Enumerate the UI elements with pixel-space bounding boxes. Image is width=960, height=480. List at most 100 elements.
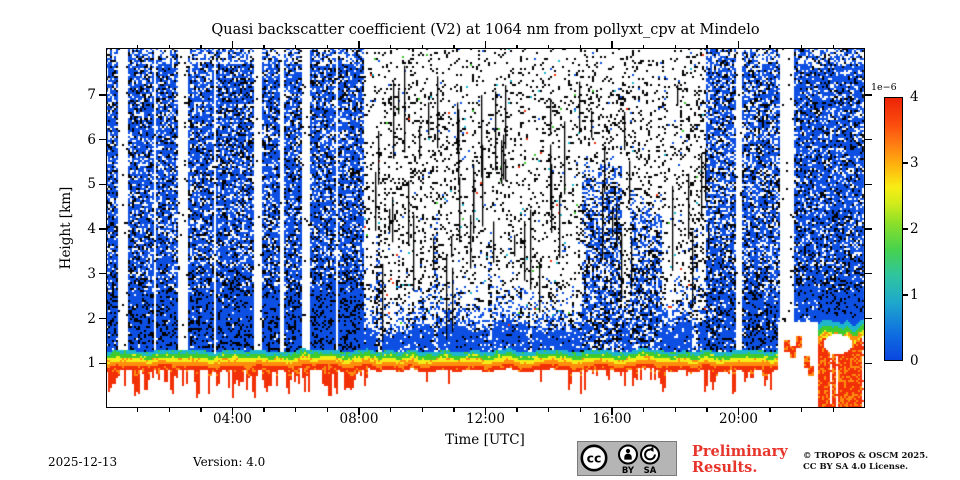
x-minor-tick-top (295, 44, 297, 48)
colorbar-tick-label: 0 (910, 353, 919, 369)
x-major-tick-top (737, 41, 740, 48)
x-minor-tick-top (769, 44, 771, 48)
version-label: Version: 4.0 (193, 455, 266, 469)
chart-title: Quasi backscatter coefficient (V2) at 10… (211, 22, 760, 38)
x-minor-tick-top (548, 44, 550, 48)
x-minor-tick-top (706, 44, 708, 48)
x-major-tick (611, 408, 613, 415)
copyright-line1: © TROPOS & OSCM 2025. (803, 451, 929, 461)
preliminary-results-notice: Preliminary Results. (692, 444, 788, 475)
x-minor-tick (136, 408, 139, 412)
y-tick-label: 7 (87, 86, 96, 103)
by-label: BY (622, 466, 635, 476)
x-major-tick (358, 408, 360, 415)
x-major-tick-top (611, 41, 613, 48)
x-minor-tick (706, 408, 708, 412)
backscatter-heatmap (106, 48, 865, 408)
colorbar-scale-label: 1e−6 (871, 82, 897, 93)
by-person-head (625, 448, 631, 454)
y-tick-label: 5 (87, 176, 96, 193)
x-minor-tick (263, 408, 265, 412)
colorbar-tick (903, 228, 908, 230)
cc-icon (580, 444, 608, 472)
x-tick-label: 20:00 (719, 411, 758, 427)
cc-by-sa-badge: cc BY SA (577, 441, 677, 476)
y-tick-right (865, 273, 872, 275)
copyright-notice: © TROPOS & OSCM 2025. CC BY SA 4.0 Licen… (803, 451, 928, 472)
y-tick-right (865, 362, 872, 364)
x-minor-tick-top (421, 44, 423, 48)
y-tick (99, 362, 106, 364)
x-minor-tick (642, 408, 645, 412)
sa-label: SA (644, 466, 657, 476)
y-tick-right (865, 94, 872, 96)
x-tick-label: 08:00 (339, 411, 379, 427)
x-minor-tick (832, 408, 835, 412)
x-minor-tick-top (642, 44, 645, 48)
x-minor-tick (326, 408, 329, 412)
y-tick (99, 139, 106, 141)
x-minor-tick (516, 408, 518, 412)
y-tick (99, 94, 106, 96)
cc-icon-label: cc (587, 451, 602, 466)
y-tick-label: 4 (87, 221, 96, 238)
x-minor-tick-top (801, 44, 803, 48)
y-tick-right (865, 139, 872, 141)
x-minor-tick (295, 408, 297, 412)
x-minor-tick-top (579, 44, 582, 48)
x-minor-tick-top (832, 44, 835, 48)
x-major-tick (484, 408, 487, 415)
by-person-body (624, 453, 632, 460)
y-tick-label: 1 (87, 355, 96, 372)
colorbar-tick (903, 162, 908, 164)
x-minor-tick (579, 408, 582, 412)
x-minor-tick-top (453, 44, 455, 48)
y-tick-label: 2 (87, 310, 96, 327)
x-minor-tick (421, 408, 423, 412)
x-major-tick-top (231, 41, 234, 48)
x-minor-tick-top (389, 44, 392, 48)
preliminary-line1: Preliminary (692, 443, 788, 460)
x-minor-tick-top (136, 44, 139, 48)
y-tick (99, 183, 106, 186)
y-tick-label: 6 (87, 131, 96, 148)
y-tick-right (865, 183, 872, 186)
colorbar-tick (903, 294, 908, 296)
x-minor-tick (389, 408, 392, 412)
x-tick-label: 16:00 (592, 411, 632, 427)
y-tick-label: 3 (87, 265, 96, 282)
x-major-tick-top (358, 41, 360, 48)
x-minor-tick (453, 408, 455, 412)
y-tick (99, 273, 106, 275)
x-minor-tick (168, 408, 170, 412)
y-tick-right (865, 317, 872, 320)
y-tick (99, 317, 106, 320)
x-major-tick-top (484, 41, 487, 48)
x-minor-tick (548, 408, 550, 412)
sa-arrow-arc (644, 448, 656, 461)
sa-arrow-head (648, 446, 654, 452)
x-minor-tick-top (200, 44, 202, 48)
x-minor-tick-top (168, 44, 170, 48)
x-minor-tick-top (263, 44, 265, 48)
x-minor-tick (769, 408, 771, 412)
x-major-tick (231, 408, 234, 415)
x-axis-label: Time [UTC] (445, 432, 525, 448)
x-minor-tick-top (326, 44, 329, 48)
x-minor-tick-top (674, 44, 676, 48)
preliminary-line2: Results. (692, 458, 758, 476)
x-minor-tick-top (516, 44, 518, 48)
copyright-line2: CC BY SA 4.0 License. (803, 461, 909, 472)
x-major-tick (737, 408, 740, 415)
colorbar-tick-label: 2 (910, 221, 919, 237)
date-label: 2025-12-13 (48, 455, 118, 469)
y-tick-right (865, 228, 872, 230)
x-minor-tick (801, 408, 803, 412)
x-minor-tick (674, 408, 676, 412)
y-tick (99, 228, 106, 230)
colorbar-tick-label: 4 (910, 89, 919, 105)
x-minor-tick (200, 408, 202, 412)
y-axis-label: Height [km] (58, 186, 74, 270)
colorbar-tick-label: 1 (910, 287, 919, 303)
